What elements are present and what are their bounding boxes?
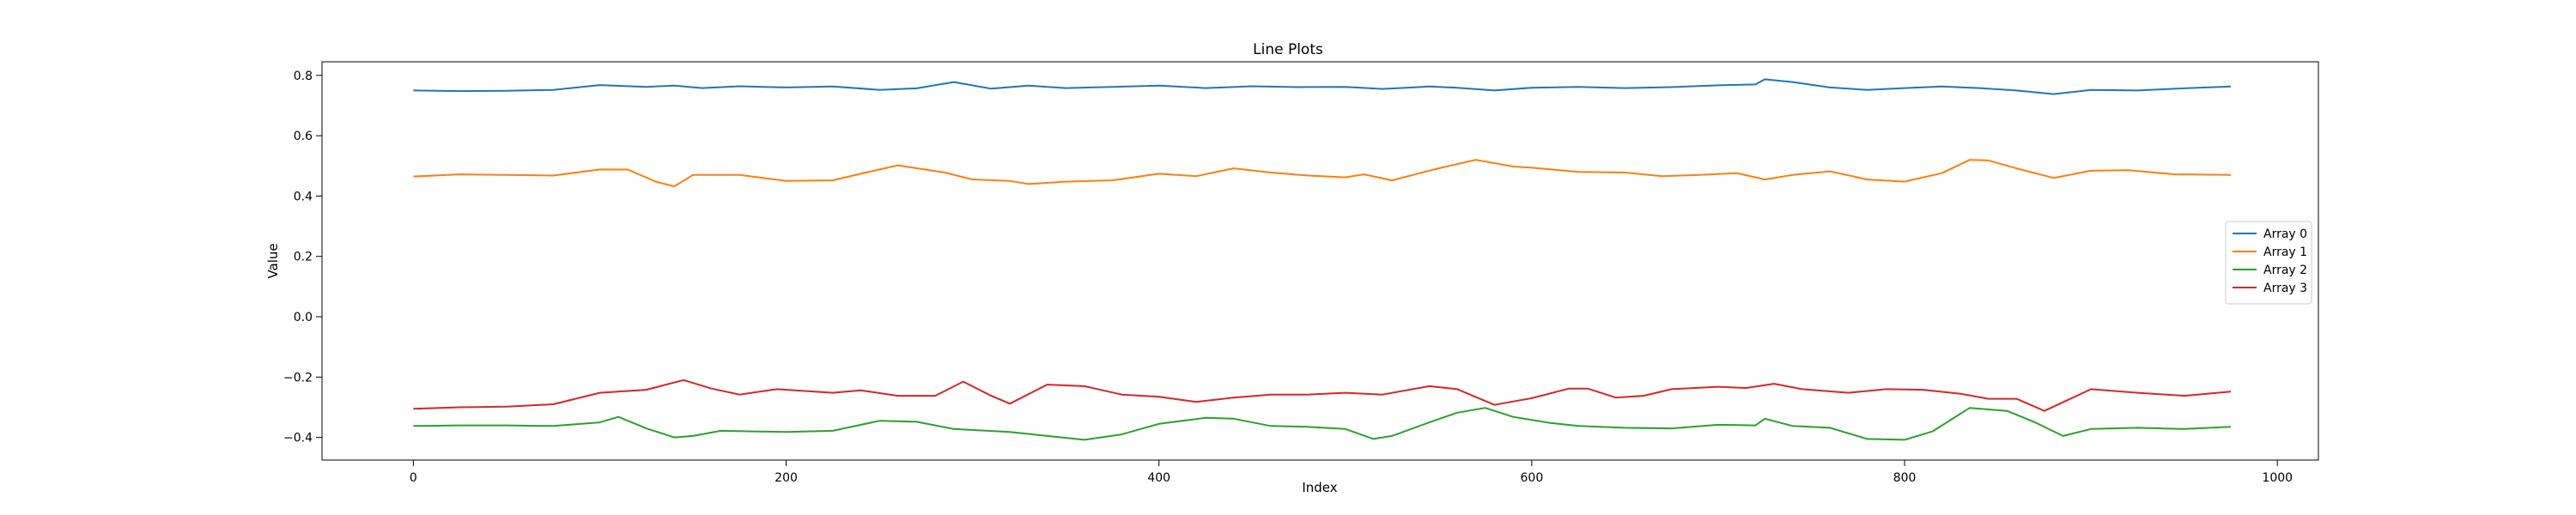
x-tick-label: 600	[1521, 471, 1544, 485]
series-line-1	[413, 159, 2232, 188]
series-line-2	[413, 407, 2232, 441]
x-axis-label: Index	[1302, 480, 1337, 495]
y-tick-label: 0.0	[294, 311, 313, 324]
y-tick-label: −0.4	[283, 432, 313, 445]
x-tick-label: 800	[1893, 471, 1917, 485]
x-tick-label: 400	[1147, 471, 1170, 485]
plot-frame	[321, 61, 2319, 461]
x-tick-label: 200	[775, 471, 798, 485]
series-line-3	[413, 379, 2232, 412]
legend-label: Array 2	[2263, 264, 2307, 277]
x-axis: 0 200 400 600 800 1000	[410, 460, 2293, 485]
series-line-0	[413, 78, 2232, 95]
y-tick-label: 0.2	[294, 251, 313, 264]
x-tick-label: 0	[410, 471, 417, 485]
y-axis: −0.4 −0.2 0.0 0.2 0.4 0.6 0.8	[283, 70, 322, 445]
x-tick-label: 1000	[2262, 471, 2293, 485]
legend: Array 0 Array 1 Array 2 Array 3	[2225, 221, 2312, 305]
y-axis-label: Value	[265, 243, 281, 278]
y-tick-label: 0.6	[294, 130, 313, 143]
plot-area	[413, 78, 2232, 441]
legend-box	[2225, 221, 2312, 305]
y-tick-label: −0.2	[283, 371, 313, 385]
legend-label: Array 0	[2263, 227, 2307, 241]
legend-label: Array 3	[2263, 282, 2307, 295]
y-tick-label: 0.8	[294, 70, 313, 83]
chart-title: Line Plots	[1253, 41, 1323, 58]
legend-label: Array 1	[2263, 245, 2307, 259]
y-tick-label: 0.4	[294, 190, 313, 203]
